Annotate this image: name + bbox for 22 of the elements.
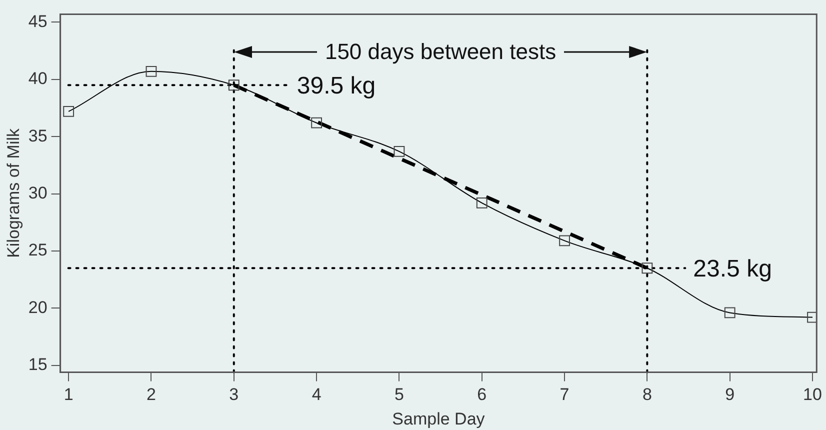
x-tick-label: 2 bbox=[146, 385, 156, 404]
y-tick-label: 45 bbox=[28, 12, 48, 31]
y-tick-label: 15 bbox=[28, 355, 48, 374]
x-tick-label: 5 bbox=[394, 385, 404, 404]
y-tick-label: 40 bbox=[28, 69, 48, 88]
x-tick-label: 6 bbox=[477, 385, 487, 404]
y-axis-title: Kilograms of Milk bbox=[4, 128, 23, 258]
x-axis-title: Sample Day bbox=[392, 409, 486, 428]
y-tick-label: 30 bbox=[28, 183, 48, 202]
x-tick-label: 1 bbox=[64, 385, 74, 404]
ref-line-label: 39.5 kg bbox=[296, 72, 376, 100]
y-tick-label: 25 bbox=[28, 240, 48, 260]
annotation: 150 days between tests bbox=[324, 39, 556, 66]
x-tick-label: 8 bbox=[642, 385, 652, 404]
ref-line-label: 23.5 kg bbox=[693, 256, 772, 283]
x-tick-label: 10 bbox=[803, 385, 822, 404]
y-tick-label: 35 bbox=[28, 126, 48, 146]
x-tick-label: 3 bbox=[229, 385, 239, 404]
x-tick-label: 4 bbox=[312, 385, 322, 404]
x-tick-label: 9 bbox=[725, 385, 735, 404]
x-tick-label: 7 bbox=[560, 385, 570, 404]
y-tick-label: 20 bbox=[28, 298, 48, 317]
